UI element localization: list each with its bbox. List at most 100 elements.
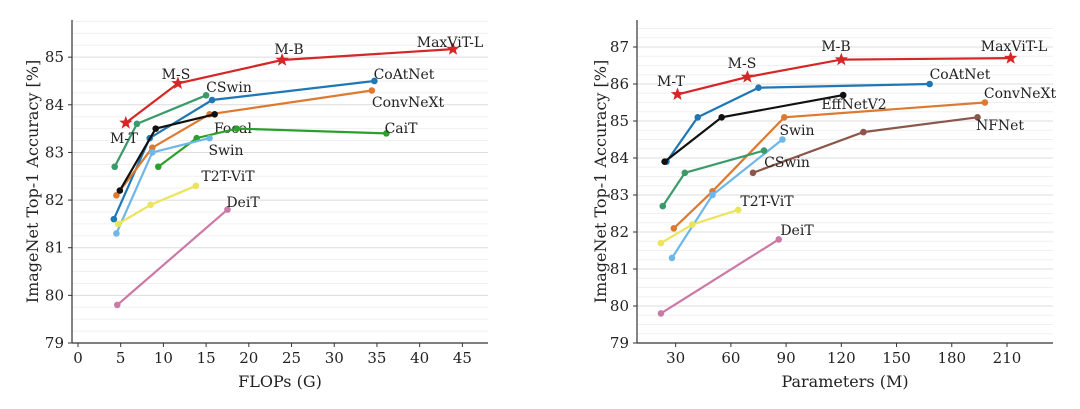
y-tick-label: 82: [610, 223, 629, 241]
series-label: CoAtNet: [374, 67, 435, 83]
data-point-star: [446, 42, 460, 55]
series-maxvit: M-T M-S M-B MaxViT-L: [657, 39, 1047, 100]
data-point: [981, 99, 989, 106]
data-point: [154, 163, 162, 171]
series-label: EffNetV2: [821, 97, 886, 113]
series-swin: Swin: [113, 134, 244, 237]
series-deit: DeiT: [113, 195, 260, 309]
x-tick-label: 20: [239, 349, 258, 367]
x-tick-label: 210: [993, 349, 1022, 367]
y-tick-label: 84: [610, 149, 629, 167]
data-point: [670, 225, 678, 232]
data-point: [148, 144, 156, 151]
point-label: M-T: [110, 131, 139, 147]
series-label: DeiT: [780, 223, 814, 239]
data-point: [657, 310, 665, 317]
data-point: [760, 147, 768, 154]
series-line: [116, 208, 229, 306]
series-line: [677, 57, 1011, 96]
data-point: [113, 301, 121, 309]
series-nfnet: NFNet: [749, 114, 1024, 177]
series-line: [660, 238, 780, 315]
data-point: [974, 114, 981, 121]
series-line: [125, 48, 454, 124]
data-point: [116, 187, 124, 194]
series-label: ConvNeXt: [372, 95, 445, 111]
data-point: [147, 201, 154, 209]
data-point: [113, 192, 120, 199]
data-point: [755, 84, 762, 92]
data-point: [681, 169, 689, 177]
data-point: [192, 182, 200, 190]
series-convnext: ConvNeXt: [113, 87, 445, 199]
data-point: [860, 128, 867, 136]
series-maxvit: M-T M-S M-B MaxViT-L: [110, 35, 483, 147]
data-point: [688, 221, 696, 228]
series-line: [115, 89, 372, 196]
data-point: [780, 114, 788, 121]
chart-1: 79 80 81 82 83 84 85 86 87 30 60 90 120 150 180 210 Para…: [591, 20, 1056, 391]
data-point: [734, 206, 742, 214]
series-label: Swin: [779, 123, 814, 139]
data-point-star: [119, 115, 133, 129]
series-cait: CaiT: [154, 121, 419, 171]
data-point: [661, 158, 668, 166]
data-point: [206, 134, 213, 142]
y-axis-label: ImageNet Top-1 Accuracy [%]: [23, 60, 42, 303]
data-point-star: [275, 53, 289, 66]
point-label: MaxViT-L: [981, 39, 1047, 55]
data-point: [371, 77, 378, 85]
data-point-star: [1004, 51, 1018, 64]
series-line: [157, 127, 387, 168]
series-cswin: CSwin: [659, 147, 810, 210]
data-point: [749, 169, 757, 177]
y-tick-label: 79: [610, 334, 629, 352]
series-label: T2T-ViT: [740, 194, 794, 210]
y-tick-label: 80: [45, 286, 64, 304]
series-line: [112, 79, 375, 220]
y-tick-label: 79: [45, 334, 64, 352]
x-tick-label: 30: [666, 349, 685, 367]
series-t2t-vit: T2T-ViT: [657, 194, 794, 247]
y-tick-label: 80: [610, 297, 629, 315]
data-point: [113, 230, 120, 237]
y-tick-label: 85: [610, 112, 629, 130]
data-point: [110, 215, 118, 223]
data-point: [839, 91, 847, 99]
series-line: [665, 82, 930, 163]
data-point: [383, 130, 390, 137]
x-tick-label: 25: [282, 349, 301, 367]
x-tick-label: 40: [410, 349, 429, 367]
series-swin: Swin: [668, 123, 815, 262]
data-point-star: [740, 70, 755, 83]
data-point: [152, 125, 160, 132]
y-axis-label: ImageNet Top-1 Accuracy [%]: [591, 60, 610, 303]
data-point: [657, 239, 665, 247]
point-label: MaxViT-L: [417, 35, 483, 51]
series-cswin: CSwin: [111, 80, 252, 171]
x-tick-label: 120: [827, 349, 856, 367]
series-t2t-vit: T2T-ViT: [114, 169, 255, 228]
y-tick-label: 83: [610, 186, 629, 204]
data-point: [694, 114, 702, 121]
point-label: M-S: [162, 67, 191, 83]
data-point: [775, 236, 783, 243]
x-tick-label: 35: [367, 349, 386, 367]
point-label: M-S: [728, 56, 757, 72]
data-point: [208, 96, 216, 104]
x-tick-label: 180: [937, 349, 966, 367]
y-tick-label: 86: [610, 75, 629, 93]
x-tick-label: 30: [325, 349, 344, 367]
data-point: [111, 163, 119, 171]
x-tick-label: 15: [197, 349, 216, 367]
series-label: ConvNeXt: [984, 86, 1057, 102]
series-label: CoAtNet: [930, 67, 991, 83]
series-label: CSwin: [764, 155, 810, 171]
series-label: Swin: [208, 143, 243, 159]
data-point: [233, 125, 241, 132]
data-point: [659, 202, 667, 210]
x-tick-label: 5: [116, 349, 126, 367]
y-tick-label: 84: [45, 96, 64, 114]
series-label: CaiT: [385, 121, 419, 137]
